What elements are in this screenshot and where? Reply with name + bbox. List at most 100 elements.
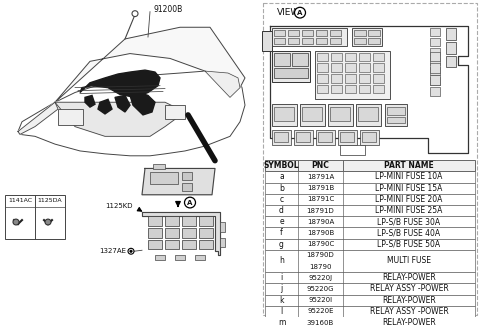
Bar	[373, 74, 384, 83]
Circle shape	[13, 219, 19, 225]
Bar	[302, 30, 313, 36]
Bar	[368, 30, 380, 36]
Text: VIEW: VIEW	[277, 8, 300, 17]
Text: 1125DA: 1125DA	[38, 198, 62, 203]
Circle shape	[295, 7, 305, 18]
Polygon shape	[80, 70, 160, 97]
Bar	[373, 85, 384, 94]
Polygon shape	[142, 212, 220, 255]
Bar	[265, 250, 475, 272]
Bar	[265, 227, 475, 239]
Bar	[340, 132, 354, 142]
Bar	[430, 38, 440, 46]
Bar	[316, 30, 327, 36]
Bar	[5, 195, 65, 239]
Bar	[356, 104, 381, 126]
Bar	[265, 216, 475, 227]
Text: 1125KD: 1125KD	[106, 203, 133, 209]
Text: 18790C: 18790C	[307, 241, 334, 247]
Bar	[199, 216, 213, 226]
Text: g: g	[279, 240, 284, 249]
Text: 18791B: 18791B	[307, 185, 334, 191]
Bar	[317, 74, 328, 83]
Bar	[265, 205, 475, 216]
Bar	[317, 52, 328, 61]
Bar	[265, 183, 475, 194]
Bar	[182, 240, 196, 249]
Bar	[265, 283, 475, 295]
Bar	[330, 107, 350, 121]
Text: RELAY ASSY -POWER: RELAY ASSY -POWER	[370, 285, 448, 293]
Bar	[331, 85, 342, 94]
Bar	[368, 38, 380, 44]
Bar	[302, 38, 313, 44]
Bar	[263, 3, 477, 315]
Bar	[316, 38, 327, 44]
Bar	[148, 228, 162, 238]
Text: 39160B: 39160B	[307, 319, 334, 326]
Polygon shape	[270, 26, 468, 153]
Text: LP-MINI FUSE 25A: LP-MINI FUSE 25A	[375, 206, 443, 215]
Bar	[359, 85, 370, 94]
Bar	[148, 216, 162, 226]
Text: LP-S/B FUSE 30A: LP-S/B FUSE 30A	[377, 217, 441, 226]
Text: i: i	[280, 273, 283, 282]
Bar	[265, 272, 475, 283]
Polygon shape	[130, 94, 155, 115]
Bar	[272, 130, 291, 145]
Bar	[274, 30, 285, 36]
Bar	[387, 117, 405, 123]
Bar	[292, 52, 308, 66]
Text: h: h	[279, 257, 284, 265]
Bar	[182, 228, 196, 238]
Text: LP-MINI FUSE 15A: LP-MINI FUSE 15A	[375, 184, 443, 193]
Text: 95220G: 95220G	[307, 286, 334, 292]
Circle shape	[132, 11, 138, 17]
Bar	[317, 85, 328, 94]
Bar	[199, 228, 213, 238]
Bar	[358, 107, 378, 121]
Bar	[175, 255, 185, 260]
Bar	[345, 63, 356, 72]
Bar	[373, 52, 384, 61]
Text: 95220J: 95220J	[309, 275, 333, 281]
Text: 18790: 18790	[309, 264, 332, 270]
Bar	[288, 38, 299, 44]
Text: m: m	[278, 318, 285, 326]
Bar	[165, 240, 179, 249]
Polygon shape	[115, 96, 130, 112]
Text: 91200B: 91200B	[153, 5, 182, 14]
Text: RELAY ASSY -POWER: RELAY ASSY -POWER	[370, 307, 448, 316]
Bar	[359, 52, 370, 61]
Polygon shape	[85, 96, 95, 107]
Circle shape	[45, 219, 51, 225]
Text: LP-MINI FUSE 20A: LP-MINI FUSE 20A	[375, 195, 443, 204]
Text: PART NAME: PART NAME	[384, 161, 434, 170]
Bar	[182, 216, 196, 226]
Bar	[446, 55, 456, 67]
Bar	[165, 216, 179, 226]
Bar	[354, 30, 366, 36]
Bar	[387, 107, 405, 115]
Text: PNC: PNC	[312, 161, 329, 170]
Bar	[338, 130, 357, 145]
Text: A: A	[187, 200, 192, 206]
Circle shape	[130, 250, 132, 252]
Bar	[318, 132, 332, 142]
Bar	[330, 30, 341, 36]
Bar	[153, 164, 165, 170]
Bar	[262, 31, 272, 51]
Bar	[446, 42, 456, 53]
Text: 18790B: 18790B	[307, 230, 334, 236]
Text: A: A	[297, 10, 303, 16]
Text: RELAY-POWER: RELAY-POWER	[382, 273, 436, 282]
Bar	[354, 38, 366, 44]
Text: f: f	[280, 229, 283, 237]
Text: MULTI FUSE: MULTI FUSE	[387, 257, 431, 265]
Polygon shape	[205, 71, 240, 97]
Text: j: j	[280, 285, 283, 293]
Bar	[430, 67, 440, 75]
Bar	[430, 63, 440, 73]
Text: RELAY-POWER: RELAY-POWER	[382, 296, 436, 305]
Bar	[345, 85, 356, 94]
